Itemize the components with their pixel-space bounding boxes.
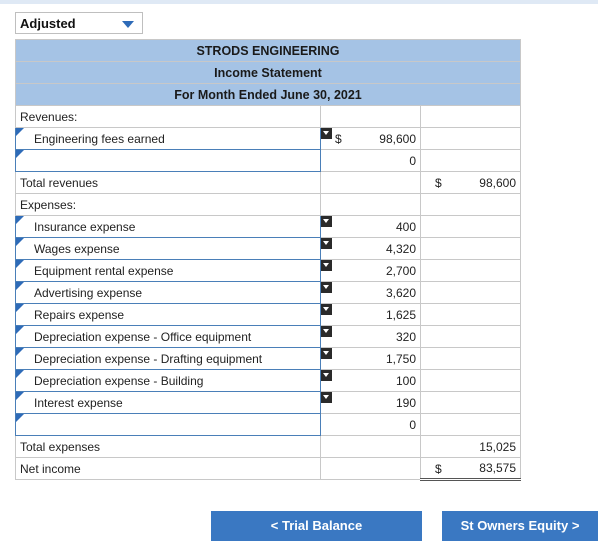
expense-account-select[interactable] [15,413,321,436]
owners-equity-button[interactable]: St Owners Equity > [442,511,598,541]
flag-icon [16,392,24,400]
dropdown-icon[interactable] [321,370,332,381]
statement-title: Income Statement [15,61,521,84]
dropdown-value: Adjusted [20,16,76,31]
company-name: STRODS ENGINEERING [15,39,521,62]
dropdown-icon[interactable] [321,326,332,337]
total-revenues-value[interactable]: $ 98,600 [420,171,521,194]
net-income-value[interactable]: $ 83,575 [420,457,521,481]
total-expenses-value[interactable]: 15,025 [420,435,521,458]
expense-amount-input[interactable]: 400 [320,215,421,238]
flag-icon [16,348,24,356]
dropdown-icon[interactable] [321,304,332,315]
expense-account-select[interactable]: Interest expense [15,391,321,414]
expense-amount-input[interactable]: 100 [320,369,421,392]
expense-account-select[interactable]: Depreciation expense - Office equipment [15,325,321,348]
revenue-amount-input[interactable]: $ 98,600 [320,127,421,150]
revenue-account-select[interactable]: Engineering fees earned [15,127,321,150]
expense-amount-input[interactable]: 1,625 [320,303,421,326]
dropdown-icon[interactable] [321,238,332,249]
expenses-heading: Expenses: [15,193,321,216]
income-statement-table: STRODS ENGINEERING Income Statement For … [15,39,521,481]
flag-icon [16,282,24,290]
expense-account-select[interactable]: Repairs expense [15,303,321,326]
revenue-account-select[interactable] [15,149,321,172]
expense-amount-input[interactable]: 1,750 [320,347,421,370]
chevron-down-icon [122,21,134,28]
flag-icon [16,260,24,268]
statement-period: For Month Ended June 30, 2021 [15,83,521,106]
total-expenses-label: Total expenses [15,435,321,458]
flag-icon [16,216,24,224]
revenues-heading: Revenues: [15,105,321,128]
expense-amount-input[interactable]: 3,620 [320,281,421,304]
flag-icon [16,128,24,136]
expense-amount-input[interactable]: 4,320 [320,237,421,260]
dropdown-icon[interactable] [321,282,332,293]
dropdown-icon[interactable] [321,128,332,139]
flag-icon [16,238,24,246]
flag-icon [16,414,24,422]
net-income-label: Net income [15,457,321,480]
trial-balance-button[interactable]: < Trial Balance [211,511,422,541]
dropdown-icon[interactable] [321,216,332,227]
expense-amount-input[interactable]: 2,700 [320,259,421,282]
revenue-amount-input[interactable]: 0 [320,149,421,172]
flag-icon [16,304,24,312]
statement-type-dropdown[interactable]: Adjusted [15,12,143,34]
dropdown-icon[interactable] [321,260,332,271]
dropdown-icon[interactable] [321,392,332,403]
expense-amount-input[interactable]: 320 [320,325,421,348]
flag-icon [16,326,24,334]
flag-icon [16,370,24,378]
expense-account-select[interactable]: Depreciation expense - Building [15,369,321,392]
expense-account-select[interactable]: Wages expense [15,237,321,260]
expense-amount-input[interactable]: 0 [320,413,421,436]
expense-amount-input[interactable]: 190 [320,391,421,414]
flag-icon [16,150,24,158]
expense-account-select[interactable]: Advertising expense [15,281,321,304]
dropdown-icon[interactable] [321,348,332,359]
expense-account-select[interactable]: Depreciation expense - Drafting equipmen… [15,347,321,370]
expense-account-select[interactable]: Insurance expense [15,215,321,238]
top-bar [0,0,598,4]
expense-account-select[interactable]: Equipment rental expense [15,259,321,282]
total-revenues-label: Total revenues [15,171,321,194]
